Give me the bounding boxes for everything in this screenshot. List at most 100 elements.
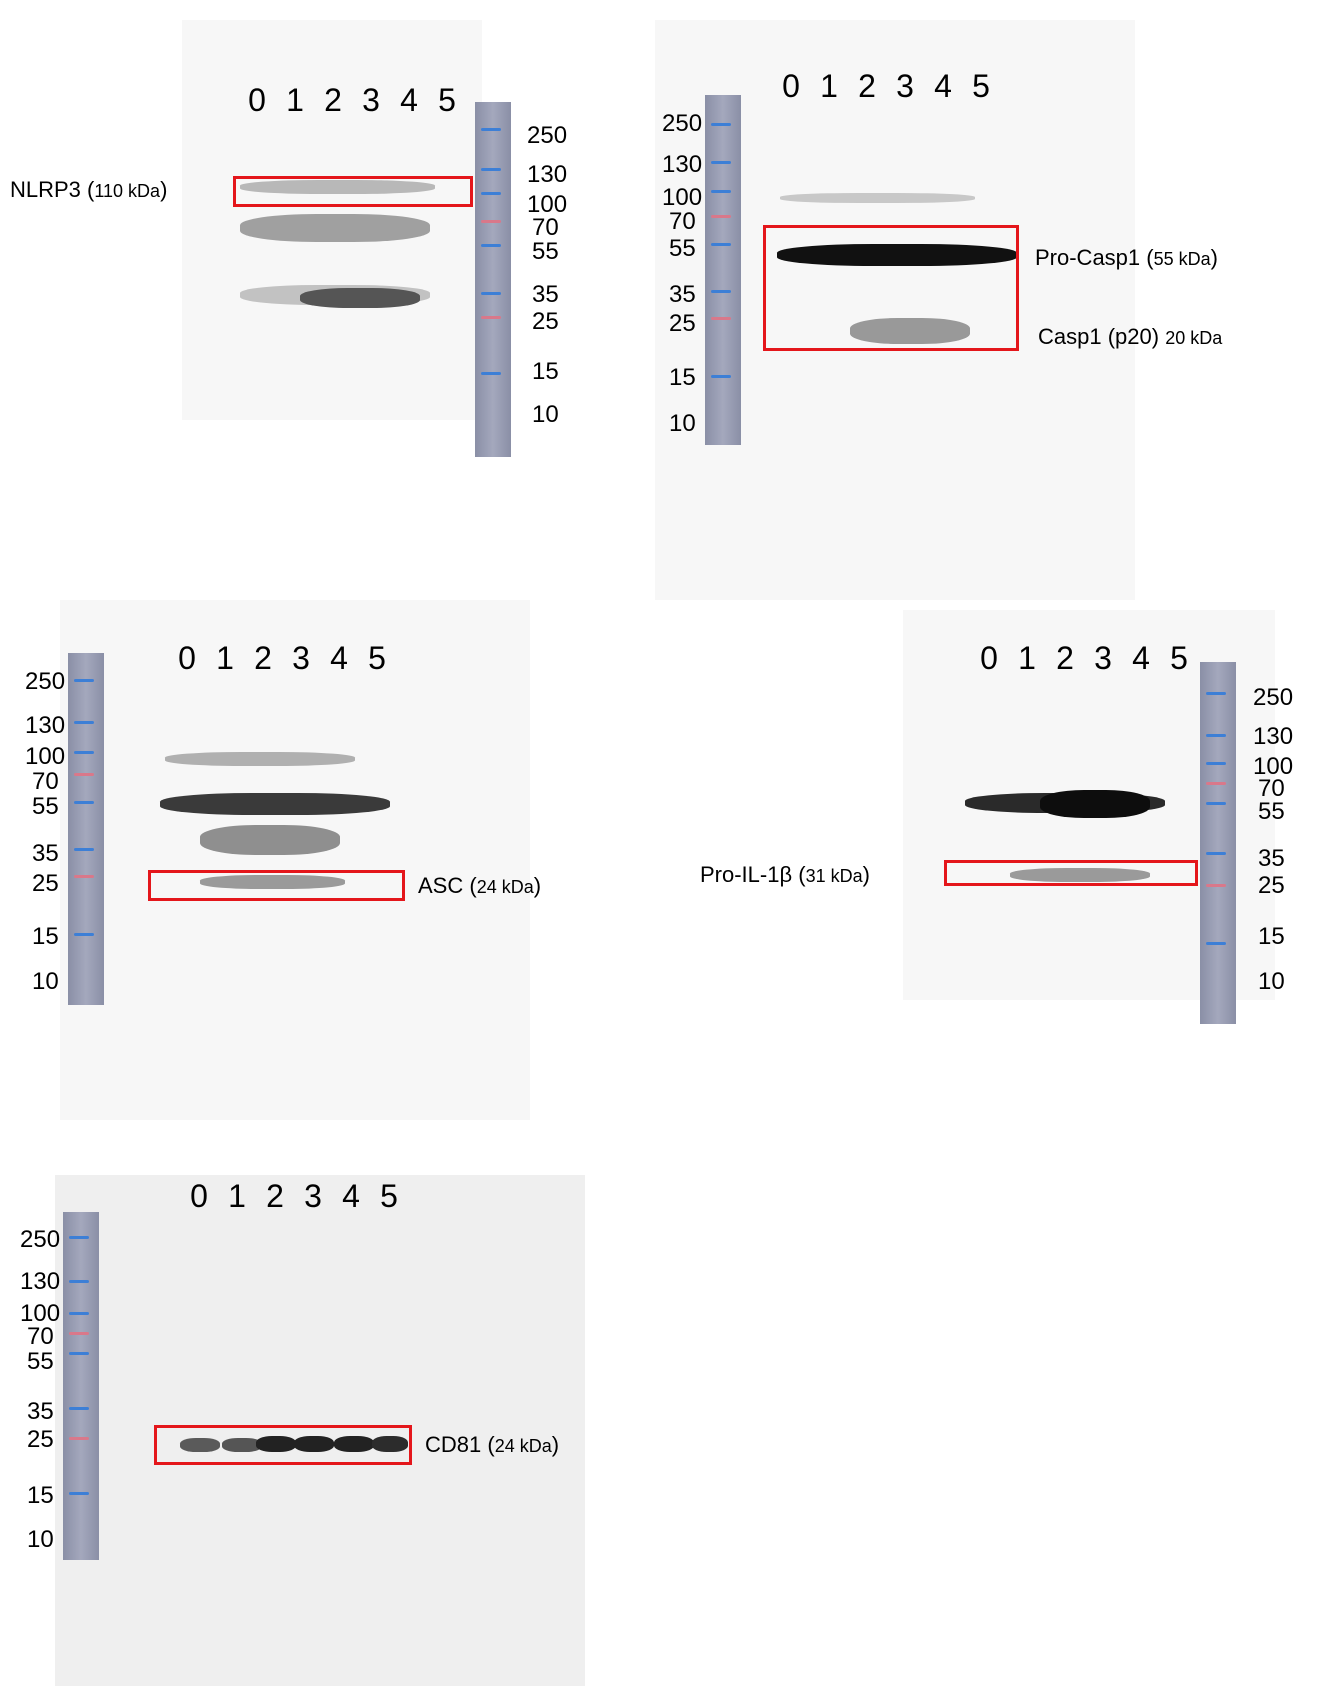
protein-band <box>1040 790 1150 818</box>
lane-number: 2 <box>254 640 272 676</box>
mw-marker: 15 <box>1258 923 1285 950</box>
mw-marker: 130 <box>1253 723 1294 750</box>
mw-marker: 25 <box>1258 872 1285 899</box>
blot-membrane <box>60 600 530 1120</box>
lane-number: 2 <box>324 82 342 118</box>
protein-label-pro-il1b: Pro-IL-1β (31 kDa) <box>700 862 870 887</box>
lane-number: 1 <box>286 82 304 118</box>
lane-number: 4 <box>330 640 348 676</box>
mw-marker: 250 <box>527 122 568 149</box>
lane-number: 4 <box>342 1178 360 1214</box>
mw-marker: 130 <box>20 1268 61 1295</box>
protein-label-cd81: CD81 (24 kDa) <box>425 1432 560 1457</box>
mw-marker: 130 <box>25 712 66 739</box>
mw-marker: 55 <box>32 793 59 820</box>
mw-marker: 35 <box>669 281 696 308</box>
lane-number: 0 <box>178 640 196 676</box>
protein-band <box>256 1436 296 1452</box>
mw-ladder <box>63 1212 99 1560</box>
protein-band <box>294 1436 334 1452</box>
mw-marker: 70 <box>669 208 696 235</box>
protein-label-casp1-p20: Casp1 (p20) 20 kDa <box>1038 324 1223 349</box>
protein-label-pro-casp1: Pro-Casp1 (55 kDa) <box>1035 245 1218 270</box>
lane-number: 3 <box>1094 640 1112 676</box>
blot-membrane <box>55 1175 585 1686</box>
protein-band <box>222 1438 262 1452</box>
lane-number: 5 <box>1170 640 1188 676</box>
mw-marker: 25 <box>32 870 59 897</box>
mw-marker: 70 <box>32 768 59 795</box>
protein-band <box>165 752 355 766</box>
protein-label-asc: ASC (24 kDa) <box>418 873 542 898</box>
lane-number: 3 <box>362 82 380 118</box>
mw-marker: 250 <box>662 110 703 137</box>
mw-marker: 100 <box>25 743 66 770</box>
mw-marker: 55 <box>532 238 559 265</box>
mw-marker: 70 <box>27 1323 54 1350</box>
lane-number: 4 <box>400 82 418 118</box>
protein-band <box>240 180 435 194</box>
mw-marker: 250 <box>20 1226 61 1253</box>
mw-marker: 10 <box>669 410 696 437</box>
highlight-box <box>763 225 1019 351</box>
protein-band <box>334 1436 374 1452</box>
mw-marker: 15 <box>32 923 59 950</box>
mw-marker: 35 <box>532 281 559 308</box>
mw-marker: 100 <box>1253 753 1294 780</box>
lane-number: 5 <box>380 1178 398 1214</box>
mw-marker: 35 <box>1258 845 1285 872</box>
lane-number: 0 <box>980 640 998 676</box>
lane-number: 1 <box>1018 640 1036 676</box>
lane-number: 2 <box>858 68 876 104</box>
highlight-box <box>944 860 1198 886</box>
mw-marker: 250 <box>1253 684 1294 711</box>
mw-marker: 10 <box>27 1526 54 1553</box>
lane-number: 4 <box>1132 640 1150 676</box>
lane-number: 1 <box>216 640 234 676</box>
mw-marker: 130 <box>527 161 568 188</box>
mw-marker: 70 <box>532 214 559 241</box>
highlight-box <box>233 176 473 207</box>
lane-number: 1 <box>228 1178 246 1214</box>
mw-marker: 25 <box>27 1426 54 1453</box>
lane-number: 3 <box>304 1178 322 1214</box>
lane-number: 1 <box>820 68 838 104</box>
mw-marker: 15 <box>27 1482 54 1509</box>
protein-band <box>200 875 345 889</box>
protein-band <box>200 825 340 855</box>
mw-marker: 25 <box>669 310 696 337</box>
lane-number: 3 <box>896 68 914 104</box>
mw-marker: 10 <box>532 401 559 428</box>
mw-ladder <box>475 102 511 457</box>
lane-number: 2 <box>1056 640 1074 676</box>
mw-marker: 15 <box>532 358 559 385</box>
mw-marker: 55 <box>1258 798 1285 825</box>
mw-marker: 70 <box>1258 775 1285 802</box>
lane-number: 5 <box>438 82 456 118</box>
mw-ladder <box>68 653 104 1005</box>
mw-marker: 250 <box>25 668 66 695</box>
mw-marker: 100 <box>527 191 568 218</box>
lane-number: 0 <box>248 82 266 118</box>
mw-marker: 35 <box>32 840 59 867</box>
protein-band <box>240 214 430 242</box>
mw-marker: 25 <box>532 308 559 335</box>
mw-marker: 10 <box>32 968 59 995</box>
highlight-box <box>154 1425 412 1465</box>
lane-number: 2 <box>266 1178 284 1214</box>
protein-band <box>300 288 420 308</box>
mw-ladder <box>705 95 741 445</box>
lane-number: 0 <box>782 68 800 104</box>
mw-marker: 15 <box>669 364 696 391</box>
protein-band <box>160 793 390 815</box>
mw-marker: 100 <box>20 1300 61 1327</box>
mw-marker: 55 <box>669 235 696 262</box>
